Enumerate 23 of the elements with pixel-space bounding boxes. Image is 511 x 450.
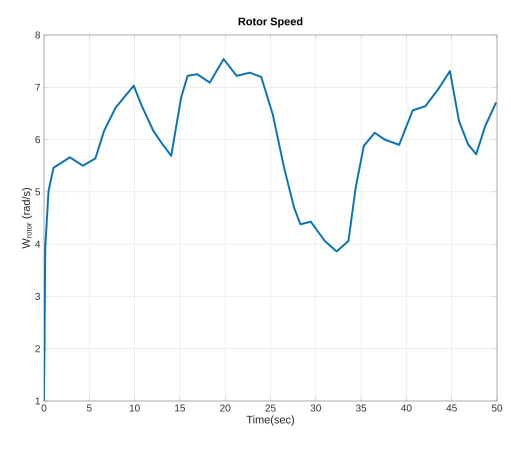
x-tick-label: 50 (492, 404, 502, 412)
x-tick-label: 15 (175, 404, 186, 412)
x-tick-label: 10 (130, 404, 140, 412)
y-tick-label: 5 (35, 188, 40, 196)
x-tick-label: 5 (86, 404, 92, 412)
y-axis-title: W$_{rotor}$ (rad/s) (22, 188, 32, 249)
y-tick-label: 8 (35, 31, 40, 39)
line-series (44, 58, 498, 401)
x-tick-label: 0 (42, 404, 46, 412)
x-axis-title: Time(sec) (246, 415, 294, 426)
y-tick-label: 3 (35, 292, 40, 300)
y-tick-label: 1 (36, 398, 40, 404)
x-tick-label: 45 (446, 404, 457, 412)
y-tick-label: 2 (35, 345, 40, 352)
y-tick-label: 6 (35, 136, 40, 144)
chart-title: Rotor Speed (238, 17, 302, 28)
x-tick-label: 25 (265, 404, 276, 412)
x-tick-label: 35 (356, 404, 366, 412)
x-tick-label: 40 (401, 404, 412, 412)
x-tick-label: 30 (310, 404, 321, 412)
x-tick-label: 20 (220, 404, 230, 412)
y-tick-label: 4 (35, 240, 40, 248)
y-tick-label: 7 (35, 84, 40, 91)
